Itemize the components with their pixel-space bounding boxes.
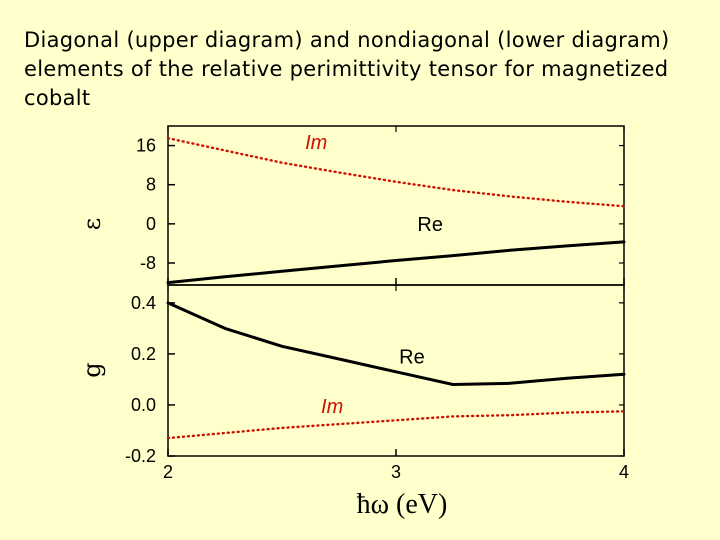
y-tick-label: -0.2	[125, 446, 156, 466]
series-line-im	[166, 136, 626, 208]
y-tick-label: 0.0	[131, 395, 156, 415]
series-label-im: Im	[305, 132, 327, 154]
y-tick-label: 16	[136, 136, 156, 156]
series-line-im	[166, 410, 626, 440]
series-line-re	[166, 301, 626, 386]
y-tick-label: 0.2	[131, 344, 156, 364]
x-tick-label: 4	[619, 462, 629, 482]
x-tick-label: 3	[391, 462, 401, 482]
upper-panel-eps: 16 8 0 -8 ε Im Re	[78, 125, 626, 286]
y-axis-label: ε	[78, 218, 106, 230]
series-line-re	[166, 240, 626, 285]
series-label-re: Re	[399, 346, 425, 368]
series-label-im: Im	[321, 396, 343, 418]
x-axis-label: ħω (eV)	[357, 489, 448, 520]
x-axis: 2 3 4 ħω (eV)	[163, 462, 629, 520]
slide-title: Diagonal (upper diagram) and nondiagonal…	[24, 28, 670, 110]
y-tick-label: -8	[140, 253, 156, 273]
series-label-re: Re	[417, 214, 443, 236]
x-tick-label: 2	[163, 462, 173, 482]
lower-panel-g: 0.4 0.2 0.0 -0.2 g Re Im	[78, 284, 626, 466]
y-tick-label: 0	[146, 214, 156, 234]
y-tick-label: 0.4	[131, 293, 156, 313]
y-tick-label: 8	[146, 175, 156, 195]
y-axis-label: g	[78, 362, 106, 377]
